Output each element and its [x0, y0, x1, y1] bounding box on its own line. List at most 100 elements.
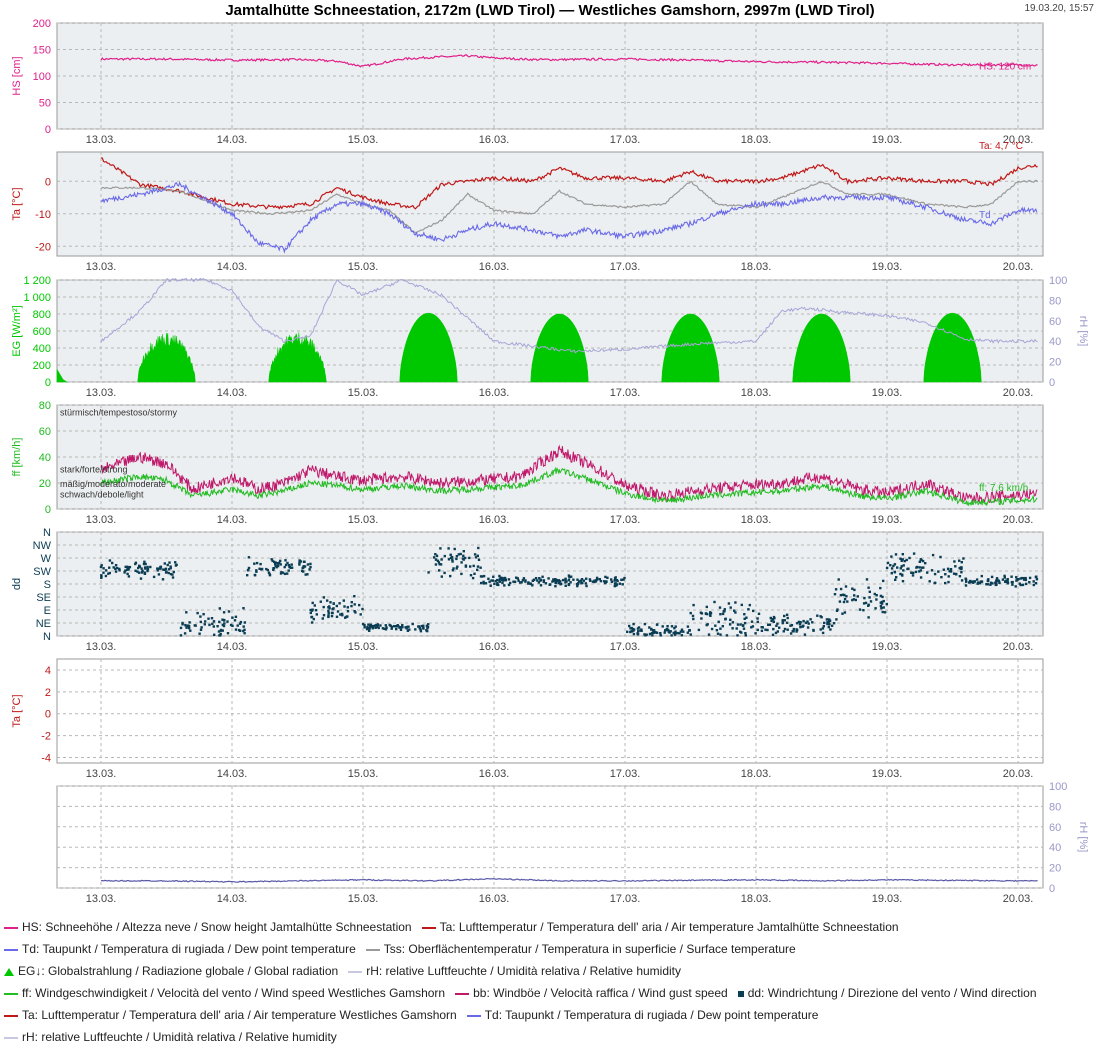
dd-point — [488, 580, 491, 583]
y-right-tick-label: 60 — [1049, 316, 1061, 328]
y-tick-label: 400 — [33, 343, 51, 355]
dd-point — [924, 562, 927, 565]
dd-point — [185, 611, 188, 614]
dd-point — [940, 576, 943, 579]
x-tick-label: 16.03. — [479, 641, 510, 653]
dd-point — [401, 623, 404, 627]
dd-point — [481, 575, 484, 578]
dd-point — [944, 573, 947, 576]
dd-point — [306, 563, 310, 566]
dd-point — [669, 630, 672, 633]
dd-point — [667, 628, 670, 632]
dd-point — [419, 628, 422, 631]
dd-point — [358, 603, 361, 607]
dd-point — [582, 579, 586, 582]
dd-point — [585, 584, 588, 588]
dd-point — [476, 568, 479, 571]
dd-point — [171, 576, 175, 579]
dd-point — [202, 613, 205, 616]
dd-point — [626, 630, 629, 633]
y-tick-label: 600 — [33, 326, 51, 338]
dd-point — [727, 602, 731, 605]
dd-point — [577, 580, 581, 583]
dd-point — [157, 573, 161, 576]
dd-point — [322, 605, 325, 609]
dd-point — [841, 612, 844, 615]
dd-point — [521, 579, 525, 582]
dd-point — [188, 627, 191, 630]
dd-point — [555, 579, 559, 582]
dd-point — [734, 601, 737, 604]
dd-point — [557, 579, 561, 582]
dd-point — [311, 608, 314, 611]
dd-point — [900, 565, 903, 568]
eg-area-day — [923, 312, 982, 383]
dd-point — [980, 574, 983, 578]
x-tick-label: 15.03. — [348, 893, 379, 905]
dd-point — [725, 634, 729, 637]
dd-point — [705, 605, 708, 609]
dd-point — [659, 634, 662, 637]
dd-point — [883, 611, 887, 614]
legend-label: rH: relative Luftfeuchte / Umidità relat… — [22, 1030, 337, 1044]
dd-point — [719, 627, 722, 630]
dd-point — [792, 627, 795, 631]
dd-point — [729, 618, 732, 621]
dd-point — [610, 580, 614, 583]
y-tick-label: 0 — [45, 176, 51, 188]
dd-point — [164, 571, 168, 574]
dd-point — [434, 558, 438, 561]
dd-point — [719, 633, 722, 636]
x-tick-label: 16.03. — [479, 893, 510, 905]
dd-point — [239, 620, 243, 624]
dd-point — [169, 566, 172, 570]
dd-point — [631, 628, 634, 631]
dd-point — [678, 632, 681, 635]
dd-point — [559, 580, 562, 583]
dd-point — [613, 584, 616, 588]
dd-point — [156, 569, 159, 572]
dd-point — [846, 600, 849, 603]
dd-point — [1001, 578, 1005, 581]
dd-point — [614, 576, 617, 579]
dd-point — [910, 571, 913, 574]
x-tick-label: 17.03. — [610, 641, 641, 653]
legend-item: Td: Taupunkt / Temperatura di rugiada / … — [4, 938, 356, 960]
dd-point — [580, 578, 584, 581]
dd-point — [585, 577, 588, 580]
dd-point — [455, 555, 459, 558]
dd-point — [731, 627, 734, 630]
legend-item: Ta: Lufttemperatur / Temperatura dell' a… — [421, 916, 899, 938]
dd-point — [329, 601, 332, 604]
legend-item: HS: Schneehöhe / Altezza neve / Snow hei… — [4, 916, 412, 938]
dd-point — [630, 630, 633, 633]
x-tick-label: 18.03. — [741, 641, 772, 653]
dd-point — [706, 623, 709, 626]
dd-point — [723, 608, 726, 611]
dd-point — [114, 570, 118, 573]
dd-point — [899, 567, 902, 570]
dd-point — [175, 563, 178, 566]
dd-point — [303, 560, 306, 563]
dd-point — [806, 620, 809, 623]
dd-point — [196, 611, 199, 615]
dd-point — [588, 578, 592, 581]
dd-point — [572, 578, 575, 581]
x-tick-label: 17.03. — [610, 261, 641, 273]
dd-point — [310, 615, 313, 619]
dd-point — [803, 633, 807, 636]
dd-point — [584, 582, 587, 585]
dd-point — [536, 579, 539, 582]
dd-point — [854, 598, 857, 602]
dd-point — [843, 611, 847, 614]
x-tick-label: 18.03. — [741, 387, 772, 399]
dd-point — [287, 569, 290, 572]
end-value-label: ff: 7,6 km/h — [979, 483, 1028, 494]
x-tick-label: 13.03. — [86, 893, 117, 905]
dd-point — [879, 586, 882, 590]
dd-point — [931, 553, 935, 557]
dd-point — [740, 631, 743, 634]
dd-point — [767, 623, 770, 626]
rh-line-2 — [100, 877, 1038, 883]
legend-swatch — [421, 926, 436, 929]
